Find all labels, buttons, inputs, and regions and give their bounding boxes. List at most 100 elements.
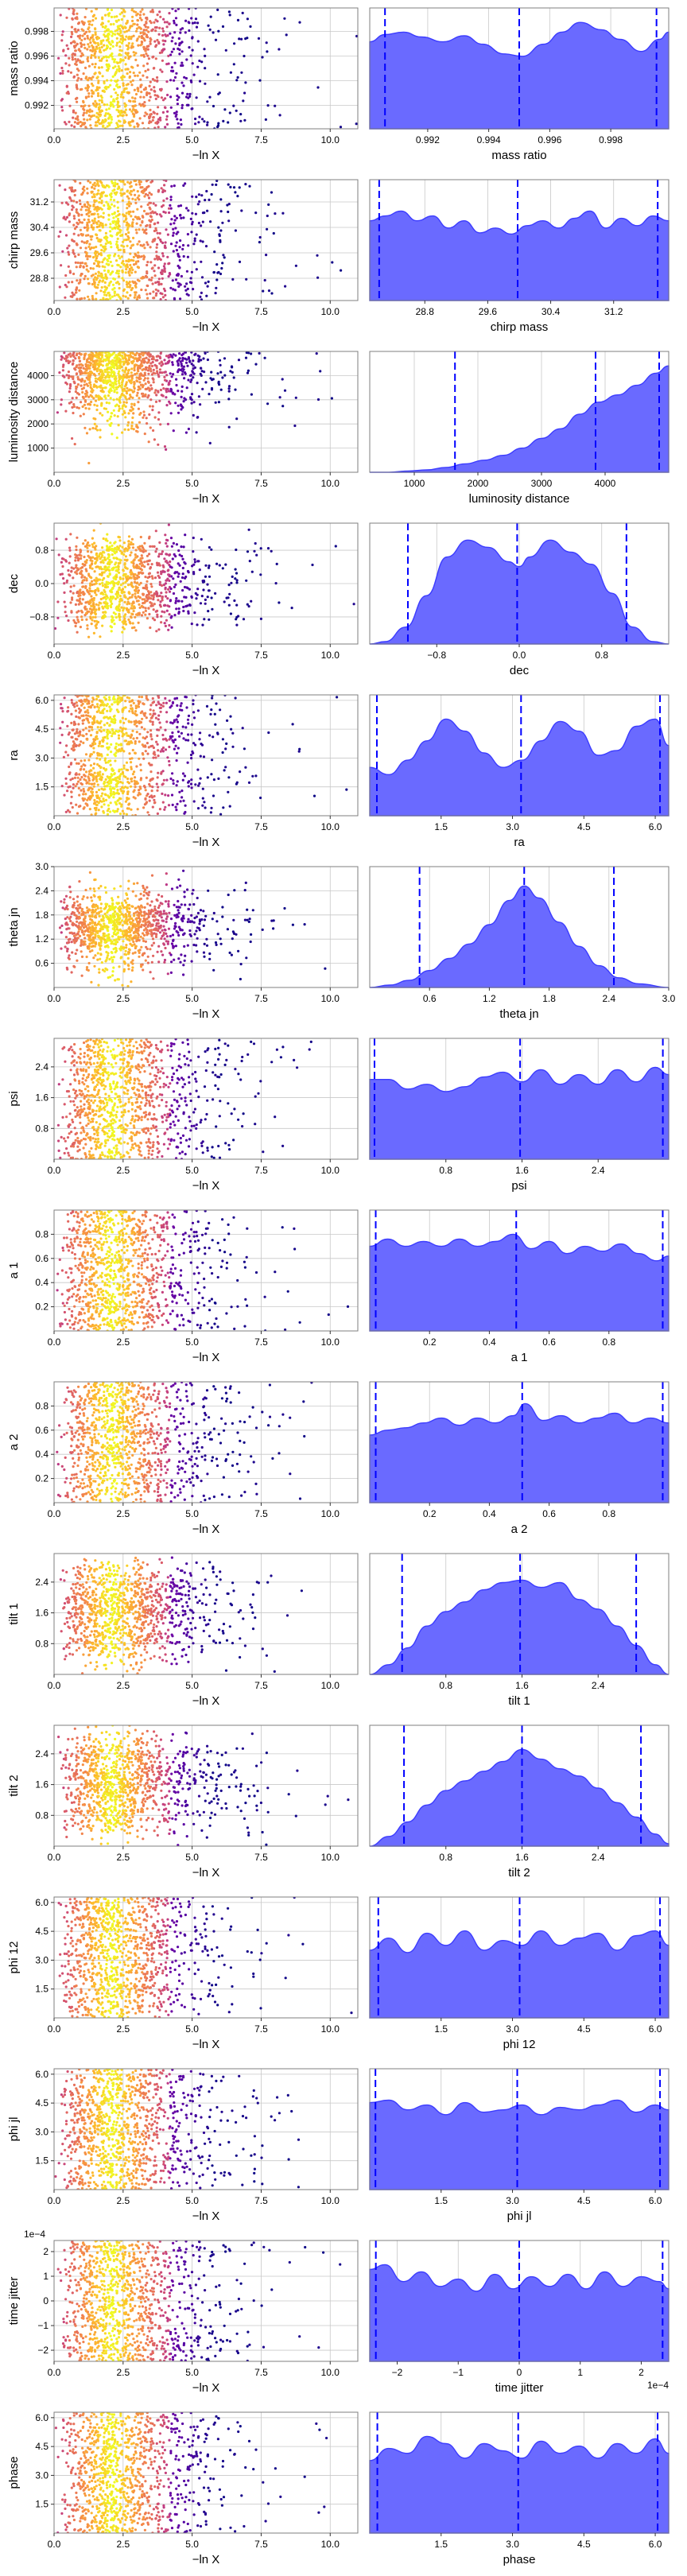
trace-point (134, 111, 138, 114)
trace-point (188, 21, 191, 25)
trace-point (182, 545, 185, 549)
trace-point (144, 576, 147, 579)
trace-point (125, 29, 129, 33)
trace-point (63, 591, 66, 595)
trace-point (189, 396, 192, 399)
trace-point (126, 603, 129, 606)
trace-point (184, 19, 188, 22)
trace-point (132, 236, 135, 239)
trace-point (81, 60, 85, 64)
trace-point (77, 22, 80, 25)
trace-point (107, 67, 110, 70)
trace-point (109, 273, 112, 276)
trace-point (177, 607, 180, 611)
trace-point (77, 219, 81, 222)
trace-point (84, 8, 88, 10)
trace-point (84, 95, 87, 99)
trace-point (91, 110, 94, 113)
trace-point (111, 180, 114, 183)
trace-point (72, 249, 75, 252)
trace-point (85, 394, 88, 397)
trace-point (81, 405, 84, 409)
trace-point (79, 597, 82, 600)
trace-point (183, 585, 187, 589)
trace-point (71, 58, 74, 61)
trace-point (100, 592, 104, 595)
trace-point (118, 27, 121, 30)
trace-point (236, 18, 240, 21)
trace-point (78, 599, 81, 603)
trace-point (148, 99, 151, 102)
trace-point (121, 392, 124, 395)
trace-point (79, 264, 82, 267)
trace-point (165, 396, 168, 399)
trace-point (91, 19, 95, 22)
trace-point (128, 267, 131, 270)
trace-point (85, 611, 88, 615)
trace-point (90, 10, 93, 13)
trace-point (189, 753, 193, 757)
trace-point (93, 546, 96, 549)
trace-point (221, 376, 224, 379)
trace-point (152, 202, 155, 205)
trace-point (108, 378, 111, 382)
trace-point (210, 596, 213, 599)
trace-point (133, 566, 136, 569)
trace-point (95, 180, 99, 182)
trace-point (88, 381, 91, 384)
trace-point (71, 17, 74, 20)
trace-point (180, 50, 184, 53)
trace-point (90, 238, 93, 241)
trace-point (144, 613, 147, 616)
trace-point (87, 270, 90, 273)
trace-point (172, 541, 175, 545)
trace-point (133, 626, 136, 629)
trace-point (177, 37, 180, 41)
trace-y-tick-label: 28.8 (30, 273, 49, 284)
trace-point (121, 407, 124, 410)
trace-point (184, 726, 188, 729)
trace-point (101, 376, 104, 379)
trace-point (87, 92, 91, 95)
trace-point (76, 100, 79, 103)
trace-point (188, 46, 191, 49)
trace-point (118, 603, 121, 606)
trace-point (105, 200, 108, 204)
trace-point (68, 561, 71, 564)
trace-point (80, 221, 83, 224)
trace-point (132, 218, 135, 221)
trace-point (155, 355, 158, 358)
trace-point (143, 377, 147, 380)
trace-point (312, 794, 316, 797)
trace-point (127, 231, 130, 235)
trace-point (109, 600, 112, 603)
trace-point (244, 81, 247, 84)
trace-point (165, 21, 169, 24)
trace-point (169, 560, 172, 564)
trace-point (149, 21, 153, 25)
trace-point (69, 295, 72, 298)
trace-point (82, 114, 85, 117)
trace-point (130, 378, 134, 382)
trace-point (190, 398, 193, 402)
trace-point (147, 593, 150, 596)
trace-point (270, 191, 274, 194)
trace-point (185, 386, 188, 390)
trace-point (104, 359, 107, 362)
trace-point (164, 560, 168, 563)
trace-point (155, 246, 158, 249)
trace-point (104, 593, 107, 596)
trace-point (126, 283, 129, 286)
trace-point (74, 180, 77, 183)
trace-point (196, 623, 199, 627)
trace-point (177, 363, 180, 367)
trace-point (97, 215, 100, 219)
trace-point (140, 91, 143, 94)
trace-point (68, 546, 72, 549)
trace-point (227, 596, 230, 599)
trace-point (142, 276, 146, 279)
trace-point (80, 193, 83, 196)
trace-point (165, 80, 169, 83)
trace-point (158, 355, 161, 359)
trace-point (87, 218, 90, 221)
